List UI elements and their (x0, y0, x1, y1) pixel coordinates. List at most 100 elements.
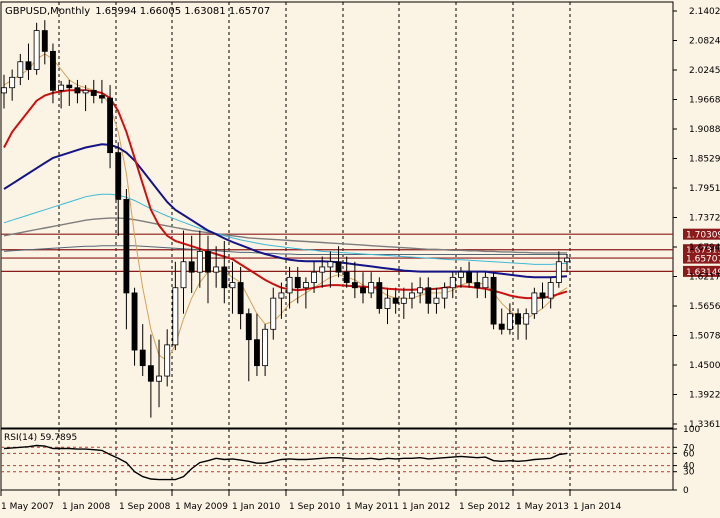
candle-body-down (515, 313, 521, 325)
candle-body-up (213, 266, 220, 273)
y-tick-label: 1.45000 (689, 361, 720, 371)
level-label-box (683, 244, 720, 256)
level-label-box (683, 265, 720, 277)
y-tick-label: 1.33610 (689, 420, 720, 430)
candle-body-down (245, 313, 252, 341)
candle-body-up (506, 313, 513, 330)
rsi-y-tick-label: 30 (683, 468, 695, 478)
level-label: 1.67315 (686, 246, 720, 256)
candle-body-down (392, 297, 399, 304)
rsi-label: RSI(14) 59.7895 (4, 433, 77, 443)
candle-body-up (229, 282, 236, 289)
ma-gray-line (3, 217, 567, 254)
level-label: 1.70309 (686, 231, 720, 241)
candle-body-down (237, 282, 244, 315)
rsi-panel-frame (0, 428, 674, 491)
y-tick-label: 1.62170 (689, 273, 720, 283)
candle-body-down (50, 50, 56, 91)
header-symbol: GBPUSD,Monthly (5, 6, 90, 17)
candle-body-down (123, 199, 130, 294)
candle-body-up (9, 76, 16, 89)
level-label-box (683, 252, 720, 264)
candle-body-down (498, 323, 505, 330)
rsi-y-tick-label: 60 (683, 449, 695, 459)
ma-red-line (3, 89, 568, 300)
candle-body-up (457, 271, 464, 278)
candle-body-down (115, 152, 122, 200)
candle-body-up (164, 344, 171, 377)
x-tick-label: 1 Sep 2010 (289, 502, 341, 512)
x-tick-label: 1 Jan 2012 (402, 502, 450, 512)
candle-body-down (74, 87, 81, 94)
candle-body-down (131, 292, 138, 351)
rsi-y-tick-label: 100 (683, 425, 700, 435)
x-tick-label: 1 May 2013 (516, 502, 569, 512)
grid-layer (58, 2, 571, 490)
x-tick-label: 1 Sep 2012 (459, 502, 510, 512)
candle-body-up (278, 292, 285, 299)
candle-body-down (474, 282, 481, 289)
candle-body-up (1, 87, 7, 94)
candle-body-down (254, 339, 260, 367)
candle-body-up (319, 266, 326, 273)
candle-body-up (58, 84, 65, 91)
candle-body-up (82, 89, 89, 94)
candle-body-up (433, 297, 440, 304)
candle-body-up (531, 292, 538, 315)
rsi-y-tick-label: 0 (683, 486, 689, 496)
header-ohlc: 1.65994 1.66005 1.63081 1.65707 (95, 6, 270, 17)
candle-body-down (90, 89, 97, 96)
candle-body-down (425, 287, 432, 304)
ma-cyan-line (3, 193, 568, 265)
rsi-y-tick-label: 70 (683, 443, 695, 453)
candle-body-up (409, 292, 415, 299)
candle-body-down (66, 84, 73, 89)
candle-body-down (41, 30, 48, 52)
y-tick-label: 1.67940 (689, 243, 720, 253)
chart-title: GBPUSD,Monthly 1.65994 1.66005 1.63081 1.… (5, 6, 270, 17)
ma-slate-line (3, 245, 567, 255)
candle-body-down (466, 271, 473, 283)
x-tick-label: 1 Jan 2010 (232, 502, 280, 512)
candle-body-down (221, 266, 228, 289)
candle-body-down (376, 282, 383, 309)
candle-body-down (335, 261, 342, 273)
ma-navy-line (3, 143, 568, 279)
candle-body-up (196, 250, 203, 273)
candle-body-down (98, 95, 105, 99)
candle-body-up (270, 297, 277, 330)
candle-body-up (482, 276, 489, 289)
candle-body-down (343, 271, 350, 283)
level-label: 1.63149 (686, 268, 720, 278)
candle-body-up (311, 271, 317, 283)
candle-body-up (156, 375, 162, 382)
candle-body-up (33, 30, 40, 70)
candle-body-down (351, 282, 358, 289)
candle-body-up (302, 282, 309, 289)
y-tick-label: 1.90880 (689, 125, 720, 135)
x-tick-label: 1 May 2009 (175, 502, 228, 512)
x-tick-label: 1 May 2011 (346, 502, 399, 512)
y-tick-label: 1.73720 (689, 214, 720, 224)
x-tick-label: 1 Jan 2014 (573, 502, 621, 512)
candle-body-up (384, 297, 391, 309)
candle-body-up (547, 282, 554, 299)
y-tick-label: 1.39220 (689, 391, 720, 401)
candle-body-down (294, 276, 301, 289)
candle-body-down (25, 61, 32, 70)
y-tick-label: 1.79510 (689, 184, 720, 194)
y-tick-label: 1.56560 (689, 302, 720, 312)
candle-body-up (327, 261, 334, 268)
candle-body-up (180, 261, 187, 289)
y-tick-label: 1.85290 (689, 155, 720, 165)
candle-body-up (286, 276, 293, 294)
y-tick-label: 1.96680 (689, 96, 720, 106)
candle-body-up (449, 276, 456, 289)
rsi-layer (1, 444, 673, 481)
candle-body-down (188, 261, 195, 273)
candle-body-down (490, 276, 497, 325)
candle-body-up (417, 287, 424, 294)
level-label: 1.65707 (686, 255, 720, 265)
